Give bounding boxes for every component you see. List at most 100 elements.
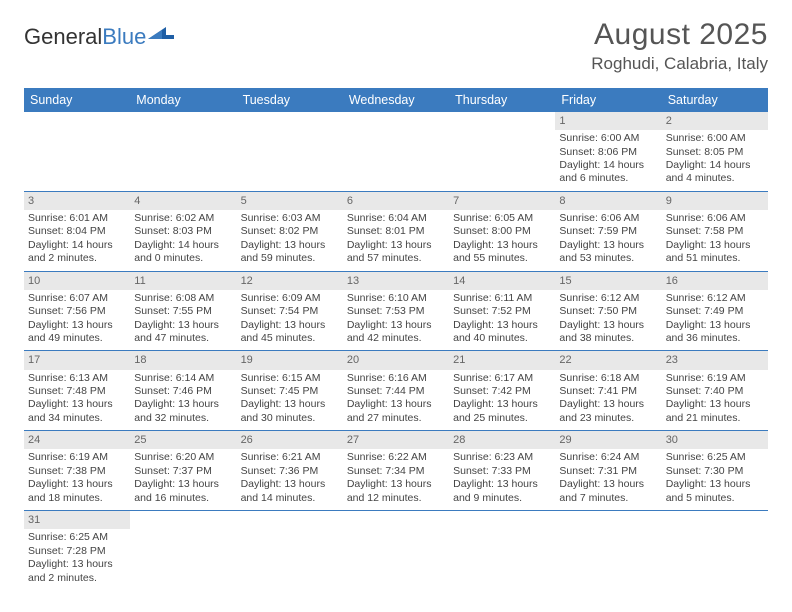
day-number: 11 <box>130 272 236 290</box>
sunset-text: Sunset: 8:02 PM <box>241 225 339 238</box>
sunrise-text: Sunrise: 6:02 AM <box>134 212 232 225</box>
sunrise-text: Sunrise: 6:18 AM <box>559 372 657 385</box>
daylight-text: Daylight: 13 hours and 12 minutes. <box>347 478 445 505</box>
sunrise-text: Sunrise: 6:23 AM <box>453 451 551 464</box>
day-header: Friday <box>555 88 661 112</box>
sunrise-text: Sunrise: 6:08 AM <box>134 292 232 305</box>
calendar-cell: 28Sunrise: 6:23 AMSunset: 7:33 PMDayligh… <box>449 431 555 511</box>
sunset-text: Sunset: 8:05 PM <box>666 146 764 159</box>
daylight-text: Daylight: 13 hours and 7 minutes. <box>559 478 657 505</box>
day-number: 16 <box>662 272 768 290</box>
daylight-text: Daylight: 13 hours and 55 minutes. <box>453 239 551 266</box>
day-number: 17 <box>24 351 130 369</box>
calendar-cell: 2Sunrise: 6:00 AMSunset: 8:05 PMDaylight… <box>662 112 768 191</box>
calendar-cell: 23Sunrise: 6:19 AMSunset: 7:40 PMDayligh… <box>662 351 768 431</box>
sunrise-text: Sunrise: 6:24 AM <box>559 451 657 464</box>
sunrise-text: Sunrise: 6:17 AM <box>453 372 551 385</box>
day-details: Sunrise: 6:09 AMSunset: 7:54 PMDaylight:… <box>241 292 339 346</box>
daylight-text: Daylight: 13 hours and 49 minutes. <box>28 319 126 346</box>
calendar-cell: 7Sunrise: 6:05 AMSunset: 8:00 PMDaylight… <box>449 191 555 271</box>
daylight-text: Daylight: 13 hours and 21 minutes. <box>666 398 764 425</box>
day-details: Sunrise: 6:01 AMSunset: 8:04 PMDaylight:… <box>28 212 126 266</box>
day-number: 24 <box>24 431 130 449</box>
day-details: Sunrise: 6:08 AMSunset: 7:55 PMDaylight:… <box>134 292 232 346</box>
daylight-text: Daylight: 13 hours and 36 minutes. <box>666 319 764 346</box>
sunset-text: Sunset: 7:28 PM <box>28 545 126 558</box>
sunset-text: Sunset: 7:31 PM <box>559 465 657 478</box>
day-number: 8 <box>555 192 661 210</box>
sunrise-text: Sunrise: 6:09 AM <box>241 292 339 305</box>
sunset-text: Sunset: 7:56 PM <box>28 305 126 318</box>
sunset-text: Sunset: 7:33 PM <box>453 465 551 478</box>
day-details: Sunrise: 6:06 AMSunset: 7:59 PMDaylight:… <box>559 212 657 266</box>
sunrise-text: Sunrise: 6:03 AM <box>241 212 339 225</box>
day-details: Sunrise: 6:12 AMSunset: 7:50 PMDaylight:… <box>559 292 657 346</box>
day-details: Sunrise: 6:00 AMSunset: 8:05 PMDaylight:… <box>666 132 764 186</box>
day-details: Sunrise: 6:25 AMSunset: 7:28 PMDaylight:… <box>28 531 126 585</box>
calendar-cell: 29Sunrise: 6:24 AMSunset: 7:31 PMDayligh… <box>555 431 661 511</box>
calendar-cell: 11 Sunrise: 6:08 AMSunset: 7:55 PMDayligh… <box>130 271 236 351</box>
day-number: 18 <box>130 351 236 369</box>
daylight-text: Daylight: 13 hours and 23 minutes. <box>559 398 657 425</box>
calendar-cell: 31Sunrise: 6:25 AMSunset: 7:28 PMDayligh… <box>24 511 130 590</box>
calendar-cell: 3Sunrise: 6:01 AMSunset: 8:04 PMDaylight… <box>24 191 130 271</box>
day-details: Sunrise: 6:12 AMSunset: 7:49 PMDaylight:… <box>666 292 764 346</box>
sunset-text: Sunset: 7:49 PM <box>666 305 764 318</box>
sunrise-text: Sunrise: 6:00 AM <box>666 132 764 145</box>
calendar-cell: 22Sunrise: 6:18 AMSunset: 7:41 PMDayligh… <box>555 351 661 431</box>
day-number: 21 <box>449 351 555 369</box>
daylight-text: Daylight: 13 hours and 34 minutes. <box>28 398 126 425</box>
daylight-text: Daylight: 13 hours and 2 minutes. <box>28 558 126 585</box>
sunset-text: Sunset: 7:34 PM <box>347 465 445 478</box>
calendar-cell: 13Sunrise: 6:10 AMSunset: 7:53 PMDayligh… <box>343 271 449 351</box>
daylight-text: Daylight: 13 hours and 14 minutes. <box>241 478 339 505</box>
calendar-cell: 18Sunrise: 6:14 AMSunset: 7:46 PMDayligh… <box>130 351 236 431</box>
sunrise-text: Sunrise: 6:10 AM <box>347 292 445 305</box>
day-header-row: SundayMondayTuesdayWednesdayThursdayFrid… <box>24 88 768 112</box>
month-title: August 2025 <box>591 18 768 52</box>
sunrise-text: Sunrise: 6:06 AM <box>666 212 764 225</box>
sunset-text: Sunset: 7:46 PM <box>134 385 232 398</box>
sunrise-text: Sunrise: 6:04 AM <box>347 212 445 225</box>
day-number: 27 <box>343 431 449 449</box>
calendar-cell: 27Sunrise: 6:22 AMSunset: 7:34 PMDayligh… <box>343 431 449 511</box>
day-details: Sunrise: 6:19 AMSunset: 7:38 PMDaylight:… <box>28 451 126 505</box>
sunrise-text: Sunrise: 6:20 AM <box>134 451 232 464</box>
location-label: Roghudi, Calabria, Italy <box>591 54 768 74</box>
calendar-cell: 8 Sunrise: 6:06 AMSunset: 7:59 PMDaylight… <box>555 191 661 271</box>
calendar-cell: 17 Sunrise: 6:13 AMSunset: 7:48 PMDayligh… <box>24 351 130 431</box>
sunset-text: Sunset: 7:40 PM <box>666 385 764 398</box>
calendar-cell <box>130 511 236 590</box>
sunset-text: Sunset: 7:38 PM <box>28 465 126 478</box>
calendar-cell <box>237 112 343 191</box>
calendar-cell: 5Sunrise: 6:03 AMSunset: 8:02 PMDaylight… <box>237 191 343 271</box>
sunset-text: Sunset: 8:00 PM <box>453 225 551 238</box>
calendar-week: 10Sunrise: 6:07 AMSunset: 7:56 PMDayligh… <box>24 271 768 351</box>
day-details: Sunrise: 6:05 AMSunset: 8:00 PMDaylight:… <box>453 212 551 266</box>
day-number: 28 <box>449 431 555 449</box>
calendar-cell: 14Sunrise: 6:11 AMSunset: 7:52 PMDayligh… <box>449 271 555 351</box>
day-details: Sunrise: 6:04 AMSunset: 8:01 PMDaylight:… <box>347 212 445 266</box>
sunset-text: Sunset: 7:59 PM <box>559 225 657 238</box>
sunset-text: Sunset: 7:54 PM <box>241 305 339 318</box>
calendar-cell: 20Sunrise: 6:16 AMSunset: 7:44 PMDayligh… <box>343 351 449 431</box>
sunset-text: Sunset: 8:06 PM <box>559 146 657 159</box>
day-header: Saturday <box>662 88 768 112</box>
day-header: Tuesday <box>237 88 343 112</box>
sunrise-text: Sunrise: 6:25 AM <box>28 531 126 544</box>
calendar-cell: 4Sunrise: 6:02 AMSunset: 8:03 PMDaylight… <box>130 191 236 271</box>
sunrise-text: Sunrise: 6:07 AM <box>28 292 126 305</box>
calendar-cell <box>449 112 555 191</box>
daylight-text: Daylight: 13 hours and 42 minutes. <box>347 319 445 346</box>
sunrise-text: Sunrise: 6:01 AM <box>28 212 126 225</box>
day-details: Sunrise: 6:21 AMSunset: 7:36 PMDaylight:… <box>241 451 339 505</box>
day-details: Sunrise: 6:19 AMSunset: 7:40 PMDaylight:… <box>666 372 764 426</box>
sunset-text: Sunset: 8:03 PM <box>134 225 232 238</box>
daylight-text: Daylight: 13 hours and 30 minutes. <box>241 398 339 425</box>
sunset-text: Sunset: 7:42 PM <box>453 385 551 398</box>
day-details: Sunrise: 6:13 AMSunset: 7:48 PMDaylight:… <box>28 372 126 426</box>
sunset-text: Sunset: 8:01 PM <box>347 225 445 238</box>
calendar-cell: 19Sunrise: 6:15 AMSunset: 7:45 PMDayligh… <box>237 351 343 431</box>
calendar-cell <box>555 511 661 590</box>
sunset-text: Sunset: 7:36 PM <box>241 465 339 478</box>
